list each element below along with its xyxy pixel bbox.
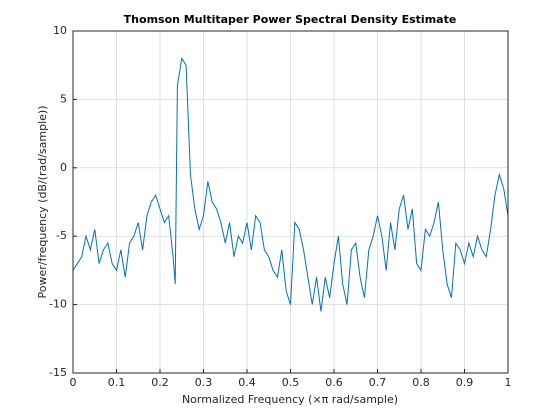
x-tick-label: 0.3 [195, 376, 213, 389]
x-tick-label: 1 [505, 376, 512, 389]
y-tick-label: 10 [53, 24, 67, 37]
y-tick-label: -5 [56, 229, 67, 242]
x-tick-label: 0 [70, 376, 77, 389]
x-tick-label: 0.2 [151, 376, 169, 389]
axes-box [72, 30, 509, 374]
x-tick-label: 0.5 [282, 376, 300, 389]
y-tick-label: -15 [49, 366, 67, 379]
y-tick-label: 0 [60, 161, 67, 174]
y-tick-label: -10 [49, 298, 67, 311]
chart-title: Thomson Multitaper Power Spectral Densit… [124, 13, 457, 26]
x-tick-label: 0.6 [325, 376, 343, 389]
x-tick-label: 0.9 [456, 376, 474, 389]
x-tick-label: 0.7 [369, 376, 387, 389]
x-tick-label: 0.1 [108, 376, 126, 389]
y-axis-label: Power/frequency (dB/(rad/sample)) [36, 106, 49, 299]
psd-line [72, 56, 509, 312]
x-tick-label: 0.4 [238, 376, 256, 389]
y-tick-label: 5 [60, 92, 67, 105]
x-tick-label: 0.8 [412, 376, 430, 389]
x-axis-label: Normalized Frequency (×π rad/sample) [182, 393, 398, 406]
